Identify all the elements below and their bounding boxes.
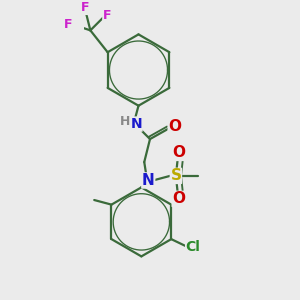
Text: H: H <box>119 115 130 128</box>
Text: O: O <box>172 191 185 206</box>
Text: O: O <box>172 146 185 160</box>
Text: F: F <box>81 2 89 14</box>
Text: O: O <box>168 119 181 134</box>
Text: F: F <box>103 10 111 22</box>
Text: N: N <box>130 117 142 131</box>
Text: N: N <box>142 173 155 188</box>
Text: F: F <box>64 18 73 31</box>
Text: S: S <box>170 168 182 183</box>
Text: Cl: Cl <box>186 240 201 254</box>
